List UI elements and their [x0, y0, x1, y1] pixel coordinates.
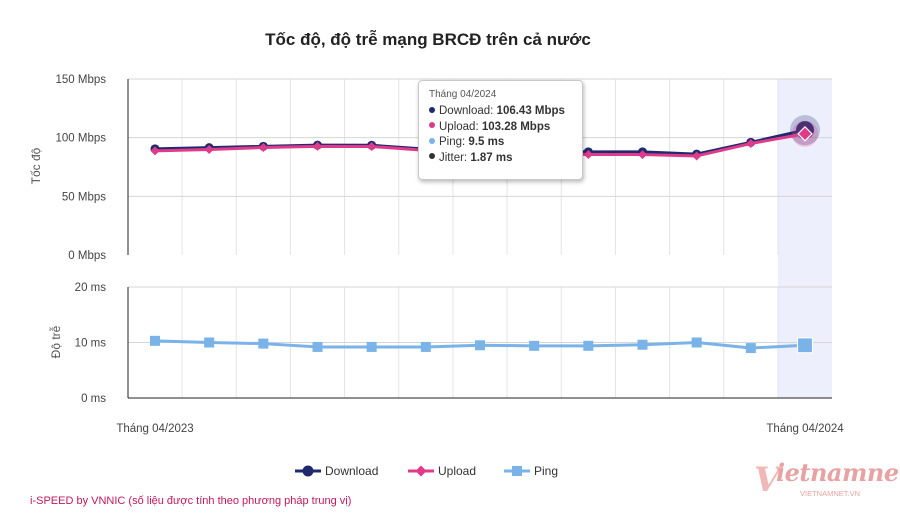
- tooltip-ping-value: 9.5 ms: [468, 136, 505, 148]
- y-tick-speed: 150 Mbps: [55, 74, 106, 86]
- tooltip-download-label: Download: [439, 105, 491, 117]
- point-ping: [797, 337, 813, 353]
- point-ping: [204, 337, 215, 348]
- tooltip-ping-label: Ping: [439, 136, 463, 148]
- y-tick-speed: 50 Mbps: [62, 191, 106, 203]
- point-upload: [367, 141, 377, 151]
- watermark-letter: V: [754, 460, 781, 500]
- tooltip-row-download: Download: 106.43 Mbps: [429, 104, 572, 120]
- y-tick-latency: 0 ms: [81, 393, 106, 405]
- legend[interactable]: Download Upload Ping: [295, 464, 558, 478]
- axes: 0 Mbps 50 Mbps 100 Mbps 150 Mbps 0 ms 10 ms 20…: [55, 74, 832, 405]
- x-label-end: Tháng 04/2024: [766, 423, 844, 435]
- y-axis-title-latency: Độ trễ: [48, 325, 63, 358]
- highlight-diamond-outline: [797, 125, 813, 142]
- chart-title: Tốc độ, độ trễ mạng BRCĐ trên cả nước: [265, 30, 591, 49]
- tooltip-download-value: 106.43 Mbps: [496, 105, 565, 117]
- point-upload: [638, 150, 647, 160]
- chart-tooltip: Tháng 04/2024 Download: 106.43 Mbps Uplo…: [418, 80, 583, 180]
- jitter-dot-icon: [429, 153, 435, 160]
- point-upload: [313, 141, 322, 151]
- tooltip-upload-label: Upload: [439, 120, 476, 133]
- legend-label-download: Download: [325, 464, 378, 478]
- vietnamnet-watermark-logo: V ietnamnet VIETNAMNET.VN: [752, 456, 900, 502]
- legend-item-upload[interactable]: Upload: [408, 464, 476, 478]
- watermark-subtext: VIETNAMNET.VN: [800, 489, 861, 498]
- upload-dot-icon: [429, 122, 435, 129]
- point-ping: [637, 339, 648, 350]
- tooltip-upload-value: 103.28 Mbps: [481, 120, 551, 133]
- point-upload: [258, 143, 268, 153]
- point-ping: [366, 341, 377, 352]
- y-tick-latency: 20 ms: [75, 282, 107, 294]
- tooltip-row-upload: Upload: 103.28 Mbps: [429, 120, 572, 136]
- y-axis-title-speed: Tốc độ: [29, 147, 43, 184]
- watermark-text: ietnamnet: [776, 458, 900, 487]
- legend-label-ping: Ping: [534, 464, 558, 478]
- highlight-square-outline: [796, 337, 814, 354]
- y-tick-speed: 0 Mbps: [68, 250, 106, 262]
- footer-note: i-SPEED by VNNIC (số liệu được tính theo…: [30, 495, 351, 507]
- point-upload: [150, 146, 160, 156]
- legend-item-download[interactable]: Download: [295, 464, 378, 478]
- y-tick-speed: 100 Mbps: [55, 133, 106, 145]
- tooltip-jitter-value: 1.87 ms: [470, 151, 513, 164]
- legend-item-ping[interactable]: Ping: [504, 464, 558, 478]
- tooltip-jitter-label: Jitter: [439, 151, 464, 164]
- tooltip-title: Tháng 04/2024: [429, 89, 497, 100]
- point-ping: [150, 335, 160, 346]
- point-ping: [258, 338, 269, 349]
- tooltip-row-ping: Ping: 9.5 ms: [429, 135, 572, 151]
- legend-label-upload: Upload: [438, 464, 476, 478]
- legend-marker-ping: [512, 466, 522, 476]
- legend-marker-upload: [415, 465, 427, 477]
- point-upload: [204, 145, 214, 155]
- point-ping: [529, 340, 540, 351]
- point-ping: [420, 341, 431, 352]
- point-ping: [583, 340, 594, 351]
- tooltip-row-jitter: Jitter: 1.87 ms: [429, 151, 572, 167]
- legend-marker-download: [302, 465, 314, 477]
- x-label-start: Tháng 04/2023: [116, 423, 193, 435]
- point-ping: [312, 341, 323, 352]
- point-ping: [475, 340, 485, 351]
- point-upload: [583, 149, 593, 159]
- download-dot-icon: [429, 106, 435, 113]
- y-tick-latency: 10 ms: [75, 338, 107, 350]
- point-ping: [745, 343, 756, 354]
- point-upload: [692, 151, 702, 161]
- ping-dot-icon: [429, 137, 435, 144]
- point-upload: [746, 139, 756, 149]
- point-ping: [691, 337, 702, 348]
